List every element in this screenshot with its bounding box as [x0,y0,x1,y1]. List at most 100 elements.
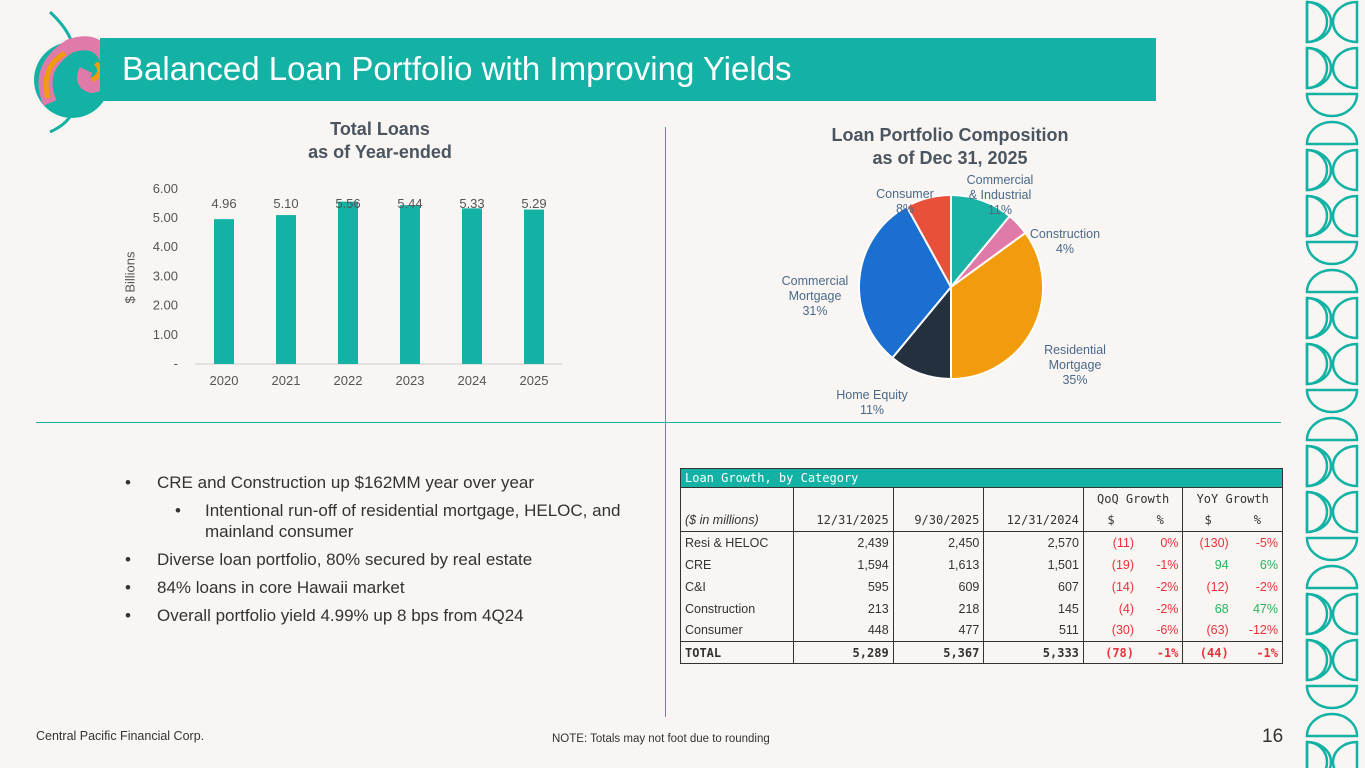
cell: 213 [793,597,894,620]
cell: (44) [1199,645,1229,660]
pie-label-residential-mortgage: Residential Mortgage 35% [1044,343,1106,387]
pie-label-home-equity: Home Equity 11% [836,388,908,417]
cell: (11) [1112,535,1135,550]
table-title: Loan Growth, by Category [685,471,859,485]
pattern-shape [1305,388,1359,414]
x-tick-label: 2020 [210,373,239,388]
table-row: Resi & HELOC 2,439 2,450 2,570 (11) 0% (130) -5… [680,531,1283,554]
cell: (14) [1111,579,1135,594]
cell: -1% [1138,553,1184,576]
pie-label-commercial-mortgage: Commercial Mortgage 31% [781,274,849,318]
pie-chart-title-line: Loan Portfolio Composition [831,125,1069,145]
row-label: Construction [680,597,795,620]
pattern-shape [1305,0,1333,44]
pattern-shape [1305,592,1333,636]
loan-growth-table: Loan Growth, by Category QoQ Growth YoY … [680,468,1283,664]
bullet-item: CRE and Construction up $162MM year over… [125,472,685,493]
pie-label-consumer: Consumer 8% [876,187,934,216]
x-tick-label: 2023 [396,373,425,388]
bullet-list: CRE and Construction up $162MM year over… [125,472,685,633]
pattern-shape [1305,444,1333,488]
cell: -12% [1248,623,1278,638]
cell: 5,289 [793,641,894,664]
column-header: % [1253,513,1261,528]
pattern-shape [1331,342,1359,386]
pattern-shape [1331,444,1359,488]
cell: 5,333 [983,641,1084,664]
cell: 511 [983,619,1084,642]
data-label: 4.96 [211,196,236,211]
cell: 47% [1252,601,1278,616]
cell: 448 [793,619,894,642]
cell: 607 [983,575,1084,598]
cell: 477 [893,619,985,642]
pie-label-commercial-industrial: Commercial & Industrial 11% [966,173,1034,217]
data-label: 5.29 [521,196,546,211]
bar-2024 [462,208,482,364]
bullet-subitem: Intentional run-off of residential mortg… [125,500,685,542]
pie-chart-title: Loan Portfolio Composition as of Dec 31,… [800,124,1100,170]
page-number: 16 [1262,726,1284,747]
cell: -2% [1255,579,1278,594]
pattern-shape [1305,342,1333,386]
cell: (12) [1206,579,1229,594]
pattern-shape [1305,712,1359,738]
cell: (130) [1199,535,1229,550]
y-tick-label: 4.00 [153,239,178,254]
bullet-item: Overall portfolio yield 4.99% up 8 bps f… [125,605,685,626]
pattern-shape [1331,46,1359,90]
cell: -1% [1138,641,1184,664]
cell: 145 [983,597,1084,620]
cell: (63) [1206,623,1229,638]
table-row: Consumer 448 477 511 (30) -6% (63) -12% [680,619,1283,642]
data-label: 5.10 [273,196,298,211]
cell: 2,439 [793,531,894,554]
pattern-shape [1331,194,1359,238]
cell: 2,570 [983,531,1084,554]
bar-chart-title-line: Total Loans [330,119,430,139]
pattern-shape [1305,416,1359,442]
y-tick-label: 2.00 [153,298,178,313]
data-label: 5.44 [397,196,422,211]
y-tick-label: 5.00 [153,210,178,225]
bar-2025 [524,209,544,364]
cell: 1,501 [983,553,1084,576]
pie-label-construction: Construction 4% [1029,227,1101,256]
cell: 94 [1214,557,1229,572]
table-row: CRE 1,594 1,613 1,501 (19) -1% 94 6% [680,553,1283,576]
x-tick-label: 2022 [334,373,363,388]
x-tick-label: 2024 [458,373,487,388]
pattern-shape [1331,740,1359,768]
cell: (4) [1118,601,1135,616]
bar-2021 [276,215,296,364]
y-tick-label: 6.00 [153,181,178,196]
column-header: % [1138,509,1184,532]
cell: 6% [1259,557,1278,572]
cell: 1,613 [893,553,985,576]
cell: (19) [1111,557,1135,572]
column-header: 12/31/2024 [983,509,1084,532]
pattern-shape [1305,740,1329,768]
cell: 5,367 [893,641,985,664]
cell: -2% [1138,575,1184,598]
pattern-shape [1305,536,1359,562]
cell: -5% [1255,535,1278,550]
y-tick-label: 1.00 [153,327,178,342]
bar-2020 [214,219,234,364]
column-header: 12/31/2025 [793,509,894,532]
title-bar [100,38,1156,101]
pattern-shape [1331,490,1359,534]
horizontal-divider [36,422,1281,423]
pattern-shape [1305,268,1359,294]
cell: 609 [893,575,985,598]
row-label: Resi & HELOC [680,531,795,554]
group-header-yoy: YoY Growth [1196,491,1269,506]
page-title: Balanced Loan Portfolio with Improving Y… [122,50,792,87]
row-label: TOTAL [680,641,795,664]
pattern-shape [1305,148,1333,192]
pie-slice-residential-mortgage [950,231,1044,381]
pattern-shape [1331,296,1359,340]
pattern-shape [1305,296,1333,340]
pattern-shape [1305,638,1333,682]
decorative-pattern [1305,0,1359,768]
